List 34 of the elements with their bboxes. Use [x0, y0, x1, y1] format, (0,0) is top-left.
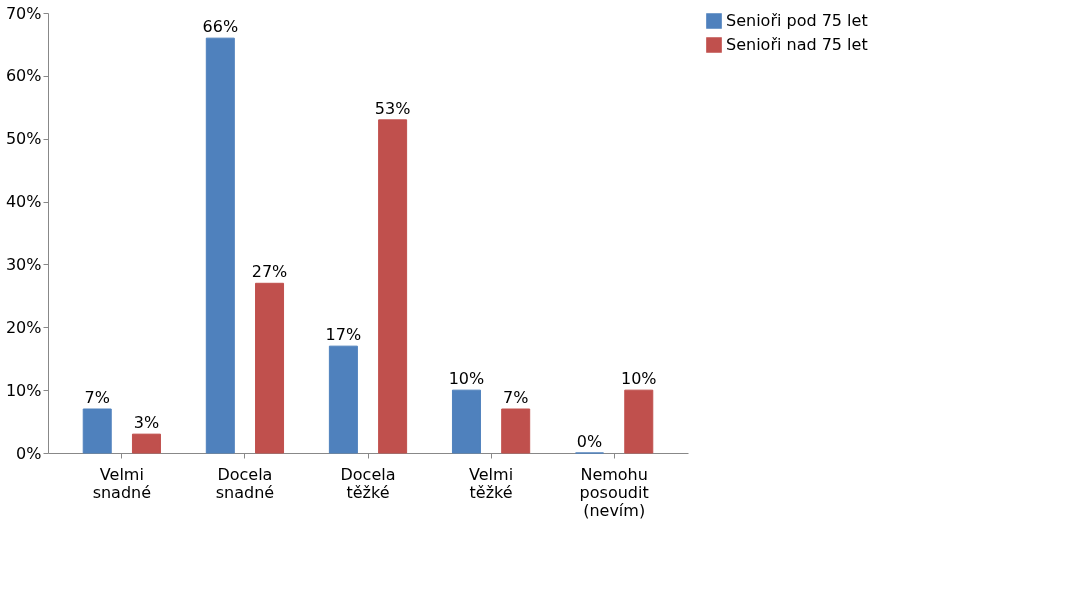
x-tick-label: Nemohu posoudit (nevím) [579, 464, 649, 520]
data-label: 7% [84, 388, 110, 407]
data-label: 0% [576, 432, 603, 451]
bar [378, 119, 408, 454]
y-tick-label: 0% [16, 443, 42, 463]
bar [131, 433, 161, 454]
bar [205, 37, 235, 454]
y-tick-label: 60% [5, 66, 42, 86]
data-label: 7% [503, 388, 529, 407]
y-tick-label: 50% [5, 129, 42, 149]
bar [255, 282, 285, 454]
data-label: 27% [251, 262, 288, 282]
bar [624, 389, 654, 454]
bar [501, 408, 531, 454]
data-label: 53% [374, 98, 411, 118]
data-label: 17% [325, 325, 362, 345]
x-tick-label: Velmi snadné [92, 464, 152, 502]
bar [451, 389, 481, 454]
y-tick-label: 40% [5, 192, 42, 212]
data-label: 3% [133, 413, 160, 433]
x-tick-label: Velmi těžké [469, 464, 514, 502]
x-tick-label: Docela snadné [215, 464, 275, 502]
data-label: 66% [202, 17, 239, 37]
y-tick-label: 70% [5, 3, 42, 23]
bar [82, 408, 112, 454]
y-tick-label: 20% [5, 317, 42, 337]
data-label: 10% [448, 369, 485, 389]
x-tick-label: Docela těžké [340, 464, 396, 502]
y-tick-label: 30% [5, 254, 42, 274]
bar [328, 345, 358, 454]
y-tick-label: 10% [5, 380, 42, 400]
data-label: 10% [620, 369, 657, 389]
legend-label: Senioři nad 75 let [726, 35, 868, 54]
legend-label: Senioři pod 75 let [726, 11, 868, 30]
